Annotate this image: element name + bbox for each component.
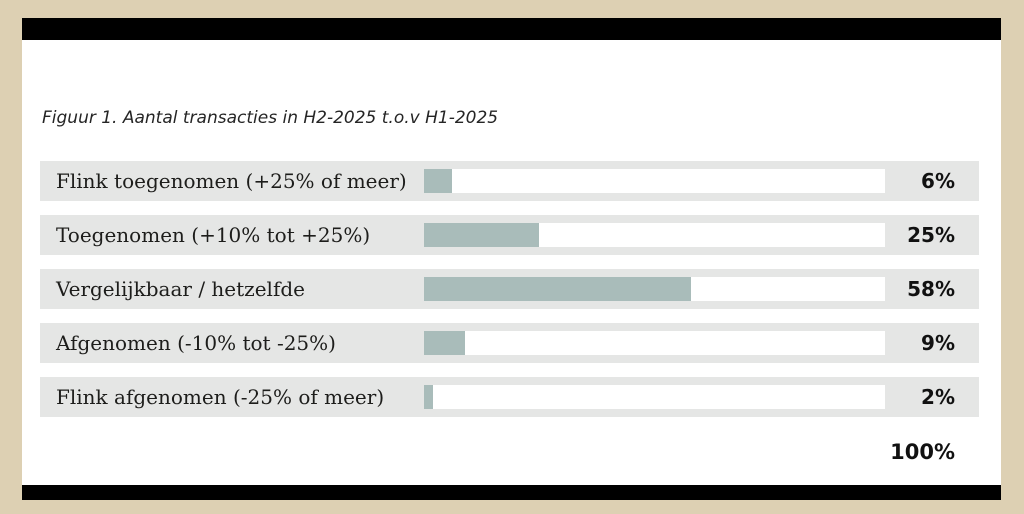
- chart-row: Flink afgenomen (-25% of meer) 2%: [40, 377, 979, 417]
- bar-fill: [424, 385, 434, 409]
- bar-track: [424, 169, 885, 193]
- figure-card-body: Figuur 1. Aantal transacties in H2-2025 …: [22, 40, 1001, 485]
- bar-track: [424, 223, 885, 247]
- chart-row: Afgenomen (-10% tot -25%) 9%: [40, 323, 979, 363]
- category-label: Flink afgenomen (-25% of meer): [56, 385, 385, 409]
- bar-fill: [424, 277, 692, 301]
- chart-row: Vergelijkbaar / hetzelfde 58%: [40, 269, 979, 309]
- value-label: 9%: [921, 331, 955, 355]
- category-label: Afgenomen (-10% tot -25%): [56, 331, 336, 355]
- figure-title: Figuur 1. Aantal transacties in H2-2025 …: [42, 108, 499, 128]
- value-label: 6%: [921, 169, 955, 193]
- chart-row: Toegenomen (+10% tot +25%) 25%: [40, 215, 979, 255]
- bar-track: [424, 277, 885, 301]
- category-label: Vergelijkbaar / hetzelfde: [56, 277, 305, 301]
- value-label: 25%: [907, 223, 955, 247]
- bar-track: [424, 385, 885, 409]
- value-label: 2%: [921, 385, 955, 409]
- bar-fill: [424, 331, 466, 355]
- bar-fill: [424, 223, 540, 247]
- top-accent-bar: [22, 18, 1001, 40]
- value-label: 58%: [907, 277, 955, 301]
- category-label: Flink toegenomen (+25% of meer): [56, 169, 407, 193]
- bar-track: [424, 331, 885, 355]
- bar-fill: [424, 169, 452, 193]
- total-label: 100%: [890, 440, 955, 464]
- figure-card: Figuur 1. Aantal transacties in H2-2025 …: [22, 18, 1001, 500]
- bottom-accent-bar: [22, 485, 1001, 500]
- chart-row: Flink toegenomen (+25% of meer) 6%: [40, 161, 979, 201]
- bar-chart: Flink toegenomen (+25% of meer) 6% Toege…: [40, 161, 979, 464]
- category-label: Toegenomen (+10% tot +25%): [56, 223, 371, 247]
